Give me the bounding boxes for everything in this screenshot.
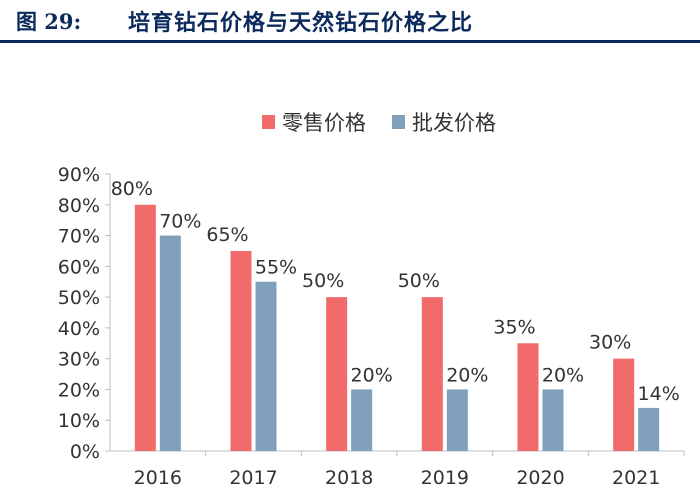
data-label: 70% — [159, 211, 201, 233]
legend-swatch — [392, 115, 405, 129]
data-label: 30% — [589, 332, 631, 354]
data-label: 80% — [111, 178, 153, 200]
legend-label: 零售价格 — [282, 111, 366, 135]
bar-retail — [613, 358, 635, 451]
y-tick-label: 90% — [58, 164, 100, 186]
data-label: 20% — [351, 364, 393, 386]
data-label: 35% — [493, 316, 535, 338]
x-tick-label: 2017 — [229, 467, 277, 489]
bar-retail — [134, 204, 156, 451]
data-label: 20% — [446, 364, 488, 386]
bar-wholesale — [159, 235, 181, 451]
bar-wholesale — [542, 389, 564, 451]
data-label: 55% — [255, 257, 297, 279]
figure-header: 图 29: 培育钻石价格与天然钻石价格之比 — [0, 0, 700, 44]
x-tick-label: 2016 — [134, 467, 182, 489]
bar-wholesale — [255, 281, 277, 451]
header-rule — [0, 40, 700, 43]
legend-swatch — [262, 115, 275, 129]
y-tick-label: 0% — [70, 441, 100, 463]
data-label: 50% — [398, 270, 440, 292]
bar-retail — [421, 297, 443, 451]
bar-retail — [326, 297, 348, 451]
bar-wholesale — [351, 389, 373, 451]
x-tick-label: 2021 — [612, 467, 660, 489]
bar-retail — [517, 343, 539, 451]
bar-retail — [230, 250, 252, 451]
x-tick-label: 2018 — [325, 467, 373, 489]
figure-label: 图 29: — [16, 9, 82, 34]
data-label: 50% — [302, 270, 344, 292]
y-tick-label: 60% — [58, 256, 100, 278]
bar-wholesale — [638, 407, 660, 451]
y-tick-label: 70% — [58, 226, 100, 248]
y-tick-label: 30% — [58, 349, 100, 371]
data-label: 20% — [542, 364, 584, 386]
y-tick-label: 10% — [58, 410, 100, 432]
y-tick-label: 80% — [58, 195, 100, 217]
bar-wholesale — [446, 389, 468, 451]
y-tick-label: 40% — [58, 318, 100, 340]
data-label: 65% — [206, 224, 248, 246]
x-tick-label: 2019 — [421, 467, 469, 489]
y-tick-label: 50% — [58, 287, 100, 309]
x-tick-label: 2020 — [516, 467, 564, 489]
figure-title: 培育钻石价格与天然钻石价格之比 — [128, 11, 474, 36]
data-label: 14% — [638, 383, 680, 405]
legend-label: 批发价格 — [412, 111, 496, 135]
y-tick-label: 20% — [58, 379, 100, 401]
